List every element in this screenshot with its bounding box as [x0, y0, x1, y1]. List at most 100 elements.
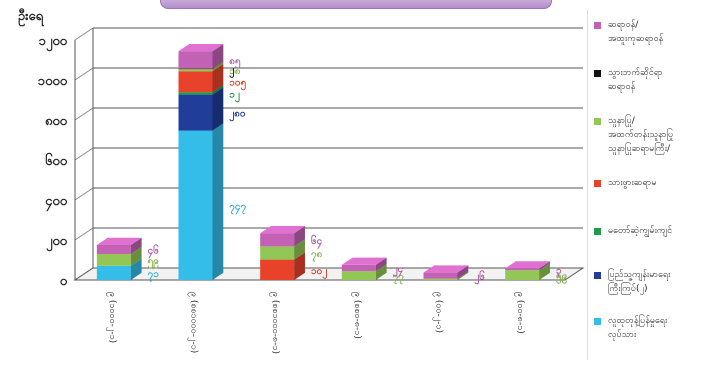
gridline-depth [74, 187, 94, 201]
bar-side [539, 263, 550, 280]
legend-swatch [594, 70, 601, 77]
bar-side [212, 64, 224, 93]
data-label: ၁၈ [229, 66, 240, 77]
legend-swatch [594, 118, 601, 125]
y-tick-label: ၁၀၀၀ [38, 74, 68, 89]
bar-segment [341, 271, 376, 280]
legend-label: ပြည်သူ့ကျန်းမာရေး ကြီးကြပ်(၂) [608, 270, 671, 294]
bar-segment [178, 69, 213, 72]
bar-segment [260, 259, 295, 280]
bar-side [212, 123, 224, 281]
legend-item: ပြည်သူ့ကျန်းမာရေး ကြီးကြပ်(၂) [594, 268, 720, 296]
chart-legend: ဆရာဝန်/ အထူးကုဆရာဝန်သွားဘက်ဆိုင်ရာ ဆရာဝန… [587, 10, 722, 360]
bar-top [505, 261, 550, 269]
y-tick-label: ၂၀၀ [46, 234, 68, 252]
bar-side [212, 61, 224, 69]
bar-segment [505, 268, 540, 271]
data-label: ၂၄ [393, 264, 404, 278]
legend-swatch [594, 22, 601, 29]
bar-side [375, 257, 387, 272]
bar-top [341, 257, 387, 265]
y-tick-label: ၈၀၀ [45, 114, 68, 129]
bar-segment [178, 92, 213, 95]
data-label: ၁၀၂ [311, 266, 327, 280]
y-tick-label: ၄၀၀ [45, 194, 68, 212]
data-label: ၃ [556, 265, 562, 279]
x-tick-label: ၉ (စစ၁၀၀၀-၂-၁) [188, 292, 199, 353]
data-label: ၁၂ [229, 89, 240, 103]
bar-side [130, 246, 142, 266]
data-label: ၂ [229, 65, 234, 79]
bar-side [212, 44, 224, 69]
legend-label: ဆရာဝန်/ အထူးကုဆရာဝန် [608, 20, 664, 44]
data-label: ၅၉ [148, 256, 159, 270]
gridline-depth [74, 67, 94, 81]
data-label: ၇၈ [310, 249, 322, 263]
bar-segment [178, 130, 213, 280]
gridline-depth [74, 227, 94, 241]
gridline-depth [74, 147, 94, 161]
bar-side [457, 271, 469, 280]
legend-item: မတော်ဆဲ့ကျွမ်းကျင် [594, 224, 720, 238]
legend-swatch [594, 272, 601, 279]
bar-side [539, 261, 550, 271]
legend-swatch [594, 180, 601, 187]
x-tick-label: ၉ (၁၀၀၀-၂-၁) [106, 292, 117, 343]
bar-side [457, 265, 469, 279]
bar-segment [260, 233, 295, 247]
bar-side [294, 252, 305, 280]
legend-item: သားဖွားဆရာမ [594, 176, 720, 190]
bar-segment [96, 254, 131, 266]
y-axis-title: ဦးရေ [18, 7, 45, 27]
legend-item: လူထုတုန့်ပြန်မှုရေး လုပ်သား [594, 314, 720, 342]
legend-label: သူနာပြု/ အထက်တန်းသူနာပြု သူနာပြုဆရာမကြီး… [608, 116, 674, 154]
bar-side [294, 226, 305, 247]
bar-segment [178, 68, 213, 70]
legend-label: လူထုတုန့်ပြန်မှုရေး လုပ်သား [608, 316, 668, 340]
data-label: ၂၈၀ [229, 109, 245, 123]
bar-side [294, 239, 305, 260]
x-tick-label: ၉ (၀၀-၈-၁) [514, 292, 525, 334]
y-tick-label: ၀ [60, 274, 68, 289]
bar-side [130, 237, 142, 254]
x-tick-label: ၉ (၀၀-၂-၁) [433, 292, 444, 333]
y-tick-label: ၁၂၀၀ [39, 34, 68, 52]
x-tick-label: ၉ (စစ၀-၈-၁) [351, 292, 362, 339]
legend-label: သွားဘက်ဆိုင်ရာ ဆရာဝန် [608, 68, 663, 92]
bar-side [375, 264, 387, 280]
data-label: ၆၄ [311, 234, 322, 250]
legend-item: သူနာပြု/ အထက်တန်းသူနာပြု သူနာပြုဆရာမကြီး… [594, 114, 720, 156]
legend-swatch [594, 228, 601, 235]
data-label: ၇၄၇ [228, 201, 246, 215]
data-label: ၈၅ [229, 56, 240, 70]
legend-swatch [594, 318, 601, 325]
gridline-depth [74, 27, 94, 41]
legend-label: မတော်ဆဲ့ကျွမ်းကျင် [608, 226, 673, 236]
gridline-depth [74, 107, 94, 121]
data-label: ၇၇ [392, 272, 404, 286]
data-label: ၁၀၅ [229, 78, 246, 92]
data-label: ၂၆ [474, 270, 485, 286]
legend-label: သားဖွားဆရာမ [608, 178, 657, 188]
bar-segment [178, 94, 213, 131]
bar-segment [423, 272, 458, 279]
bar-top [260, 226, 305, 234]
bar-top [96, 237, 142, 245]
bar-segment [341, 264, 376, 272]
bar-segment [96, 245, 131, 254]
bar-segment [423, 278, 458, 280]
bar-side [212, 61, 224, 72]
bar-segment [505, 270, 540, 280]
bar-top [178, 44, 224, 52]
bar-side [212, 85, 224, 95]
legend-item: သွားဘက်ဆိုင်ရာ ဆရာဝန် [594, 66, 720, 94]
bar-segment [178, 51, 213, 69]
bar-top [423, 265, 469, 273]
bar-side [130, 258, 142, 280]
x-tick-label: ၉ (စစ၁၀၀၀-၈-၁) [269, 292, 280, 354]
data-label: ၅၉ [556, 271, 567, 285]
legend-item: ဆရာဝန်/ အထူးကုဆရာဝန် [594, 18, 720, 46]
bar-side [212, 87, 224, 131]
data-label: ၄၆ [148, 244, 160, 260]
